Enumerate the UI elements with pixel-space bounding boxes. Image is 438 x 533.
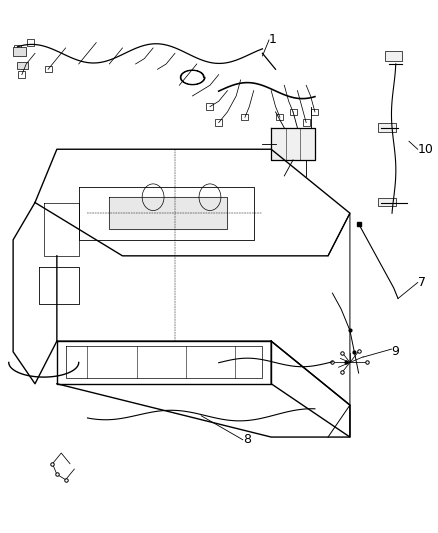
Bar — [290, 109, 297, 115]
Bar — [378, 123, 396, 132]
Text: 1: 1 — [269, 34, 277, 46]
Text: 9: 9 — [392, 345, 399, 358]
Bar — [385, 51, 403, 61]
Bar — [276, 114, 283, 120]
Bar — [378, 198, 396, 206]
Bar — [206, 103, 213, 110]
Polygon shape — [110, 197, 227, 229]
Bar — [303, 119, 310, 126]
Bar — [27, 39, 34, 46]
Text: 10: 10 — [418, 143, 434, 156]
Bar — [45, 66, 52, 72]
Bar — [18, 62, 28, 69]
Bar — [14, 45, 21, 51]
Bar — [311, 109, 318, 115]
Bar — [18, 71, 25, 78]
Text: 7: 7 — [418, 276, 426, 289]
Bar — [241, 114, 248, 120]
Bar — [215, 119, 222, 126]
Text: 8: 8 — [243, 433, 251, 446]
Bar — [13, 47, 26, 56]
Polygon shape — [271, 128, 315, 160]
